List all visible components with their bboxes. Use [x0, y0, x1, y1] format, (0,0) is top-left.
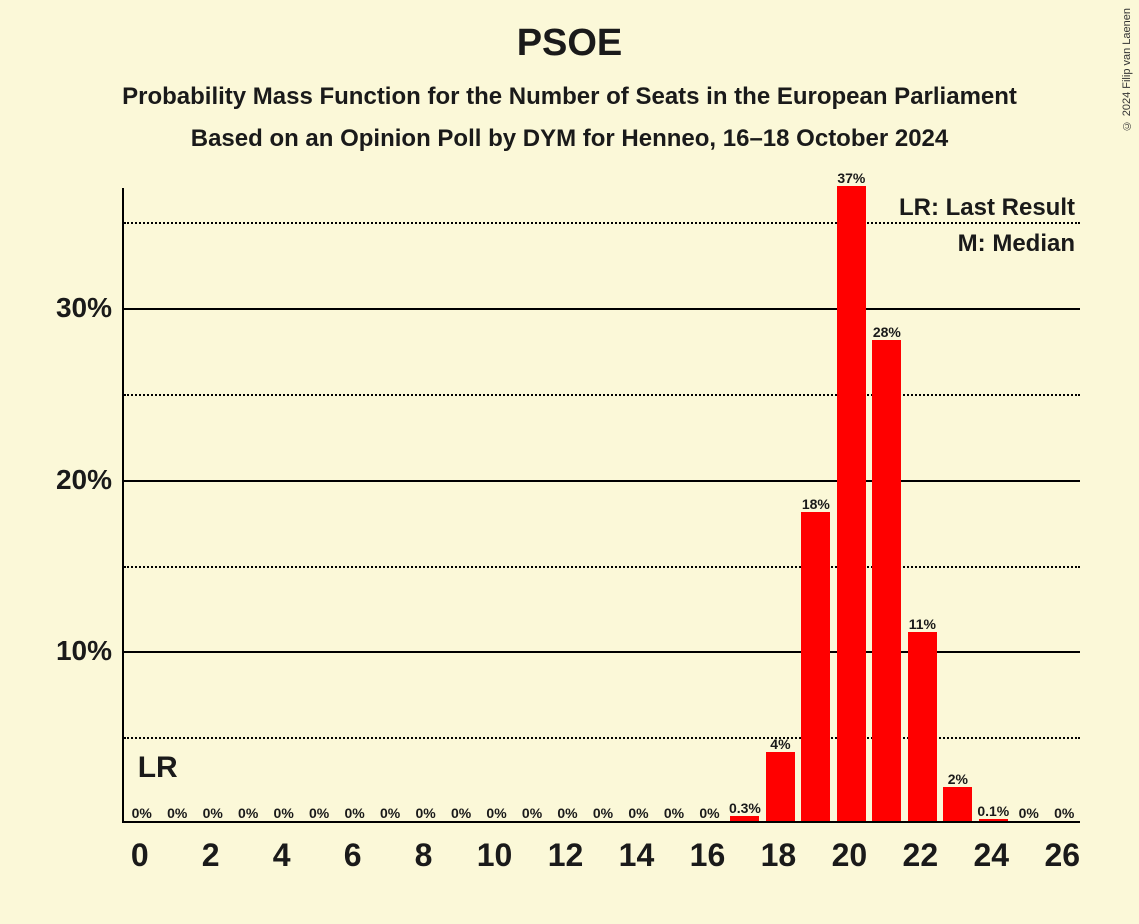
bar-value-label: 18% [802, 496, 830, 512]
bar-value-label: 2% [948, 771, 968, 787]
y-axis-tick-label: 10% [0, 635, 112, 667]
bar [766, 752, 795, 821]
gridline-dotted [124, 566, 1080, 568]
bar-value-label: 0% [345, 805, 365, 821]
bar-value-label: 0% [593, 805, 613, 821]
x-axis-tick-label: 26 [1044, 837, 1080, 874]
bar-value-label: 0% [274, 805, 294, 821]
bar-value-label: 0% [699, 805, 719, 821]
bar [837, 186, 866, 821]
bar-value-label: 0.3% [729, 800, 761, 816]
bar [872, 340, 901, 821]
bar-value-label: 0% [1019, 805, 1039, 821]
bar-value-label: 0% [167, 805, 187, 821]
bar [943, 787, 972, 821]
bar-value-label: 0% [415, 805, 435, 821]
gridline-dotted [124, 222, 1080, 224]
y-axis-tick-label: 30% [0, 292, 112, 324]
bar-value-label: 0% [486, 805, 506, 821]
legend-median: M: Median [880, 230, 1075, 258]
bar-value-label: 0% [238, 805, 258, 821]
x-axis-tick-label: 14 [619, 837, 655, 874]
bar-value-label: 0% [309, 805, 329, 821]
bar-value-label: 37% [837, 170, 865, 186]
x-axis-tick-label: 6 [344, 837, 362, 874]
bar-value-label: 0% [1054, 805, 1074, 821]
x-axis-tick-label: 8 [415, 837, 433, 874]
bar-value-label: 11% [909, 616, 936, 632]
x-axis-tick-label: 20 [832, 837, 868, 874]
x-axis-tick-label: 24 [973, 837, 1009, 874]
x-axis-tick-label: 16 [690, 837, 726, 874]
gridline-solid [124, 308, 1080, 310]
bar-value-label: 0% [380, 805, 400, 821]
bar-value-label: 0% [557, 805, 577, 821]
x-axis-tick-label: 4 [273, 837, 291, 874]
lr-marker: LR [138, 751, 178, 785]
x-axis-tick-label: 10 [477, 837, 513, 874]
bar-value-label: 0% [628, 805, 648, 821]
x-axis-tick-label: 0 [131, 837, 149, 874]
copyright-text: © 2024 Filip van Laenen [1121, 8, 1133, 131]
bar-value-label: 0% [451, 805, 471, 821]
x-axis-tick-label: 22 [903, 837, 939, 874]
chart-subtitle-1: Probability Mass Function for the Number… [0, 83, 1139, 111]
bar-value-label: 0% [664, 805, 684, 821]
bar-value-label: 0% [132, 805, 152, 821]
chart-title: PSOE [0, 0, 1139, 65]
x-axis-tick-label: 12 [548, 837, 584, 874]
legend-last-result: LR: Last Result [880, 194, 1075, 222]
y-axis-tick-label: 20% [0, 464, 112, 496]
gridline-dotted [124, 394, 1080, 396]
bar-value-label: 0.1% [977, 803, 1009, 819]
x-axis-tick-label: 2 [202, 837, 220, 874]
bar [730, 816, 759, 821]
x-axis-tick-label: 18 [761, 837, 797, 874]
gridline-solid [124, 480, 1080, 482]
bar-value-label: 28% [873, 324, 901, 340]
chart-subtitle-2: Based on an Opinion Poll by DYM for Henn… [0, 125, 1139, 153]
bar-value-label: 0% [522, 805, 542, 821]
bar [801, 512, 830, 821]
bar-value-label: 4% [770, 736, 790, 752]
chart-plot-area: LR M 0%0%0%0%0%0%0%0%0%0%0%0%0%0%0%0%0%0… [122, 188, 1080, 823]
bar-value-label: 0% [203, 805, 223, 821]
bar [979, 819, 1008, 821]
bar [908, 632, 937, 821]
